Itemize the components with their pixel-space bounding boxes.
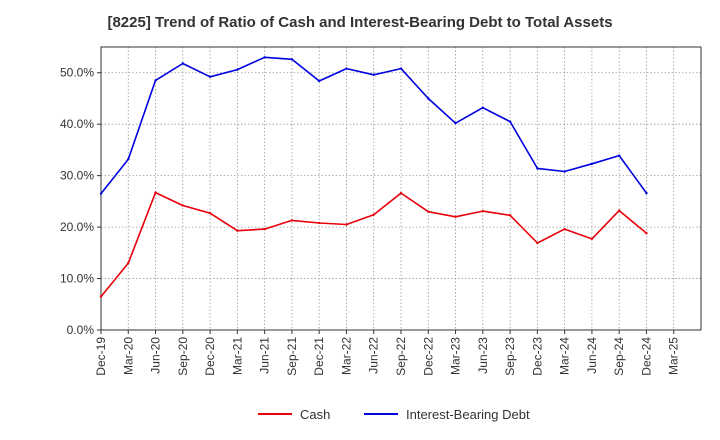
series-lines [99,56,648,298]
data-point [508,120,512,123]
data-point [399,191,403,195]
data-point [154,79,157,82]
data-point [372,213,375,216]
data-point [481,209,485,213]
data-point [645,232,648,235]
data-point [236,229,239,232]
data-point [127,157,130,161]
data-point [590,162,594,166]
x-tick-label: Dec-19 [94,337,108,376]
data-point [399,67,403,70]
data-point [263,227,266,231]
x-tick-label: Dec-21 [312,337,326,376]
data-point [317,79,321,83]
x-tick-label: Sep-20 [176,337,190,376]
data-point [127,261,130,265]
data-point [263,56,266,59]
legend-label: Interest-Bearing Debt [406,407,530,422]
data-point [290,219,294,222]
y-tick-label: 40.0% [60,117,94,131]
x-tick-label: Mar-20 [121,337,135,375]
x-tick-label: Jun-23 [476,337,490,374]
gridlines [101,47,701,330]
y-tick-label: 50.0% [60,66,94,80]
data-point [345,67,348,70]
data-point [427,210,430,213]
x-tick-label: Mar-24 [558,337,572,375]
data-point [290,58,294,61]
y-axis: 0.0% 10.0% 20.0% 30.0% 40.0% 50.0% [60,66,101,337]
x-tick-label: Dec-24 [639,337,653,376]
data-point [481,106,485,109]
x-tick-label: Sep-24 [612,337,626,376]
data-point [181,62,185,65]
x-tick-label: Jun-20 [149,337,163,374]
x-tick-label: Dec-23 [530,337,544,376]
data-point [563,170,566,173]
data-point [208,75,212,79]
data-point [645,191,648,195]
data-point [99,192,103,195]
x-tick-label: Mar-25 [667,337,681,375]
x-tick-label: Jun-21 [258,337,272,374]
data-point [372,73,375,76]
y-tick-label: 30.0% [60,169,94,183]
data-point [427,97,430,100]
data-point [345,223,348,226]
x-tick-label: Jun-24 [585,337,599,374]
legend: Cash Interest-Bearing Debt [258,407,530,422]
data-point [536,241,539,245]
data-point [536,167,539,170]
data-point [563,227,566,231]
data-point [208,211,212,215]
data-point [99,295,103,298]
data-point [508,214,512,217]
x-tick-label: Sep-21 [285,337,299,376]
data-point [590,237,594,241]
chart-title: [8225] Trend of Ratio of Cash and Intere… [107,14,613,31]
x-tick-label: Mar-23 [449,337,463,375]
data-point [236,68,239,71]
x-tick-label: Mar-22 [339,337,353,375]
data-point [454,121,457,125]
y-tick-label: 10.0% [60,272,94,286]
data-point [617,209,621,212]
data-point [617,154,621,157]
data-point [317,221,321,225]
x-tick-label: Dec-20 [203,337,217,376]
y-tick-label: 20.0% [60,220,94,234]
x-tick-label: Jun-22 [367,337,381,374]
legend-label: Cash [300,407,330,422]
y-tick-label: 0.0% [67,323,95,337]
data-point [454,215,457,218]
x-tick-label: Sep-23 [503,337,517,376]
x-tick-label: Sep-22 [394,337,408,376]
x-tick-label: Dec-22 [421,337,435,376]
x-axis: Dec-19 Mar-20 Jun-20 Sep-20 Dec-20 Mar-21 Jun-… [94,330,681,376]
data-point [181,204,185,207]
x-tick-label: Mar-21 [230,337,244,375]
data-point [154,191,157,194]
